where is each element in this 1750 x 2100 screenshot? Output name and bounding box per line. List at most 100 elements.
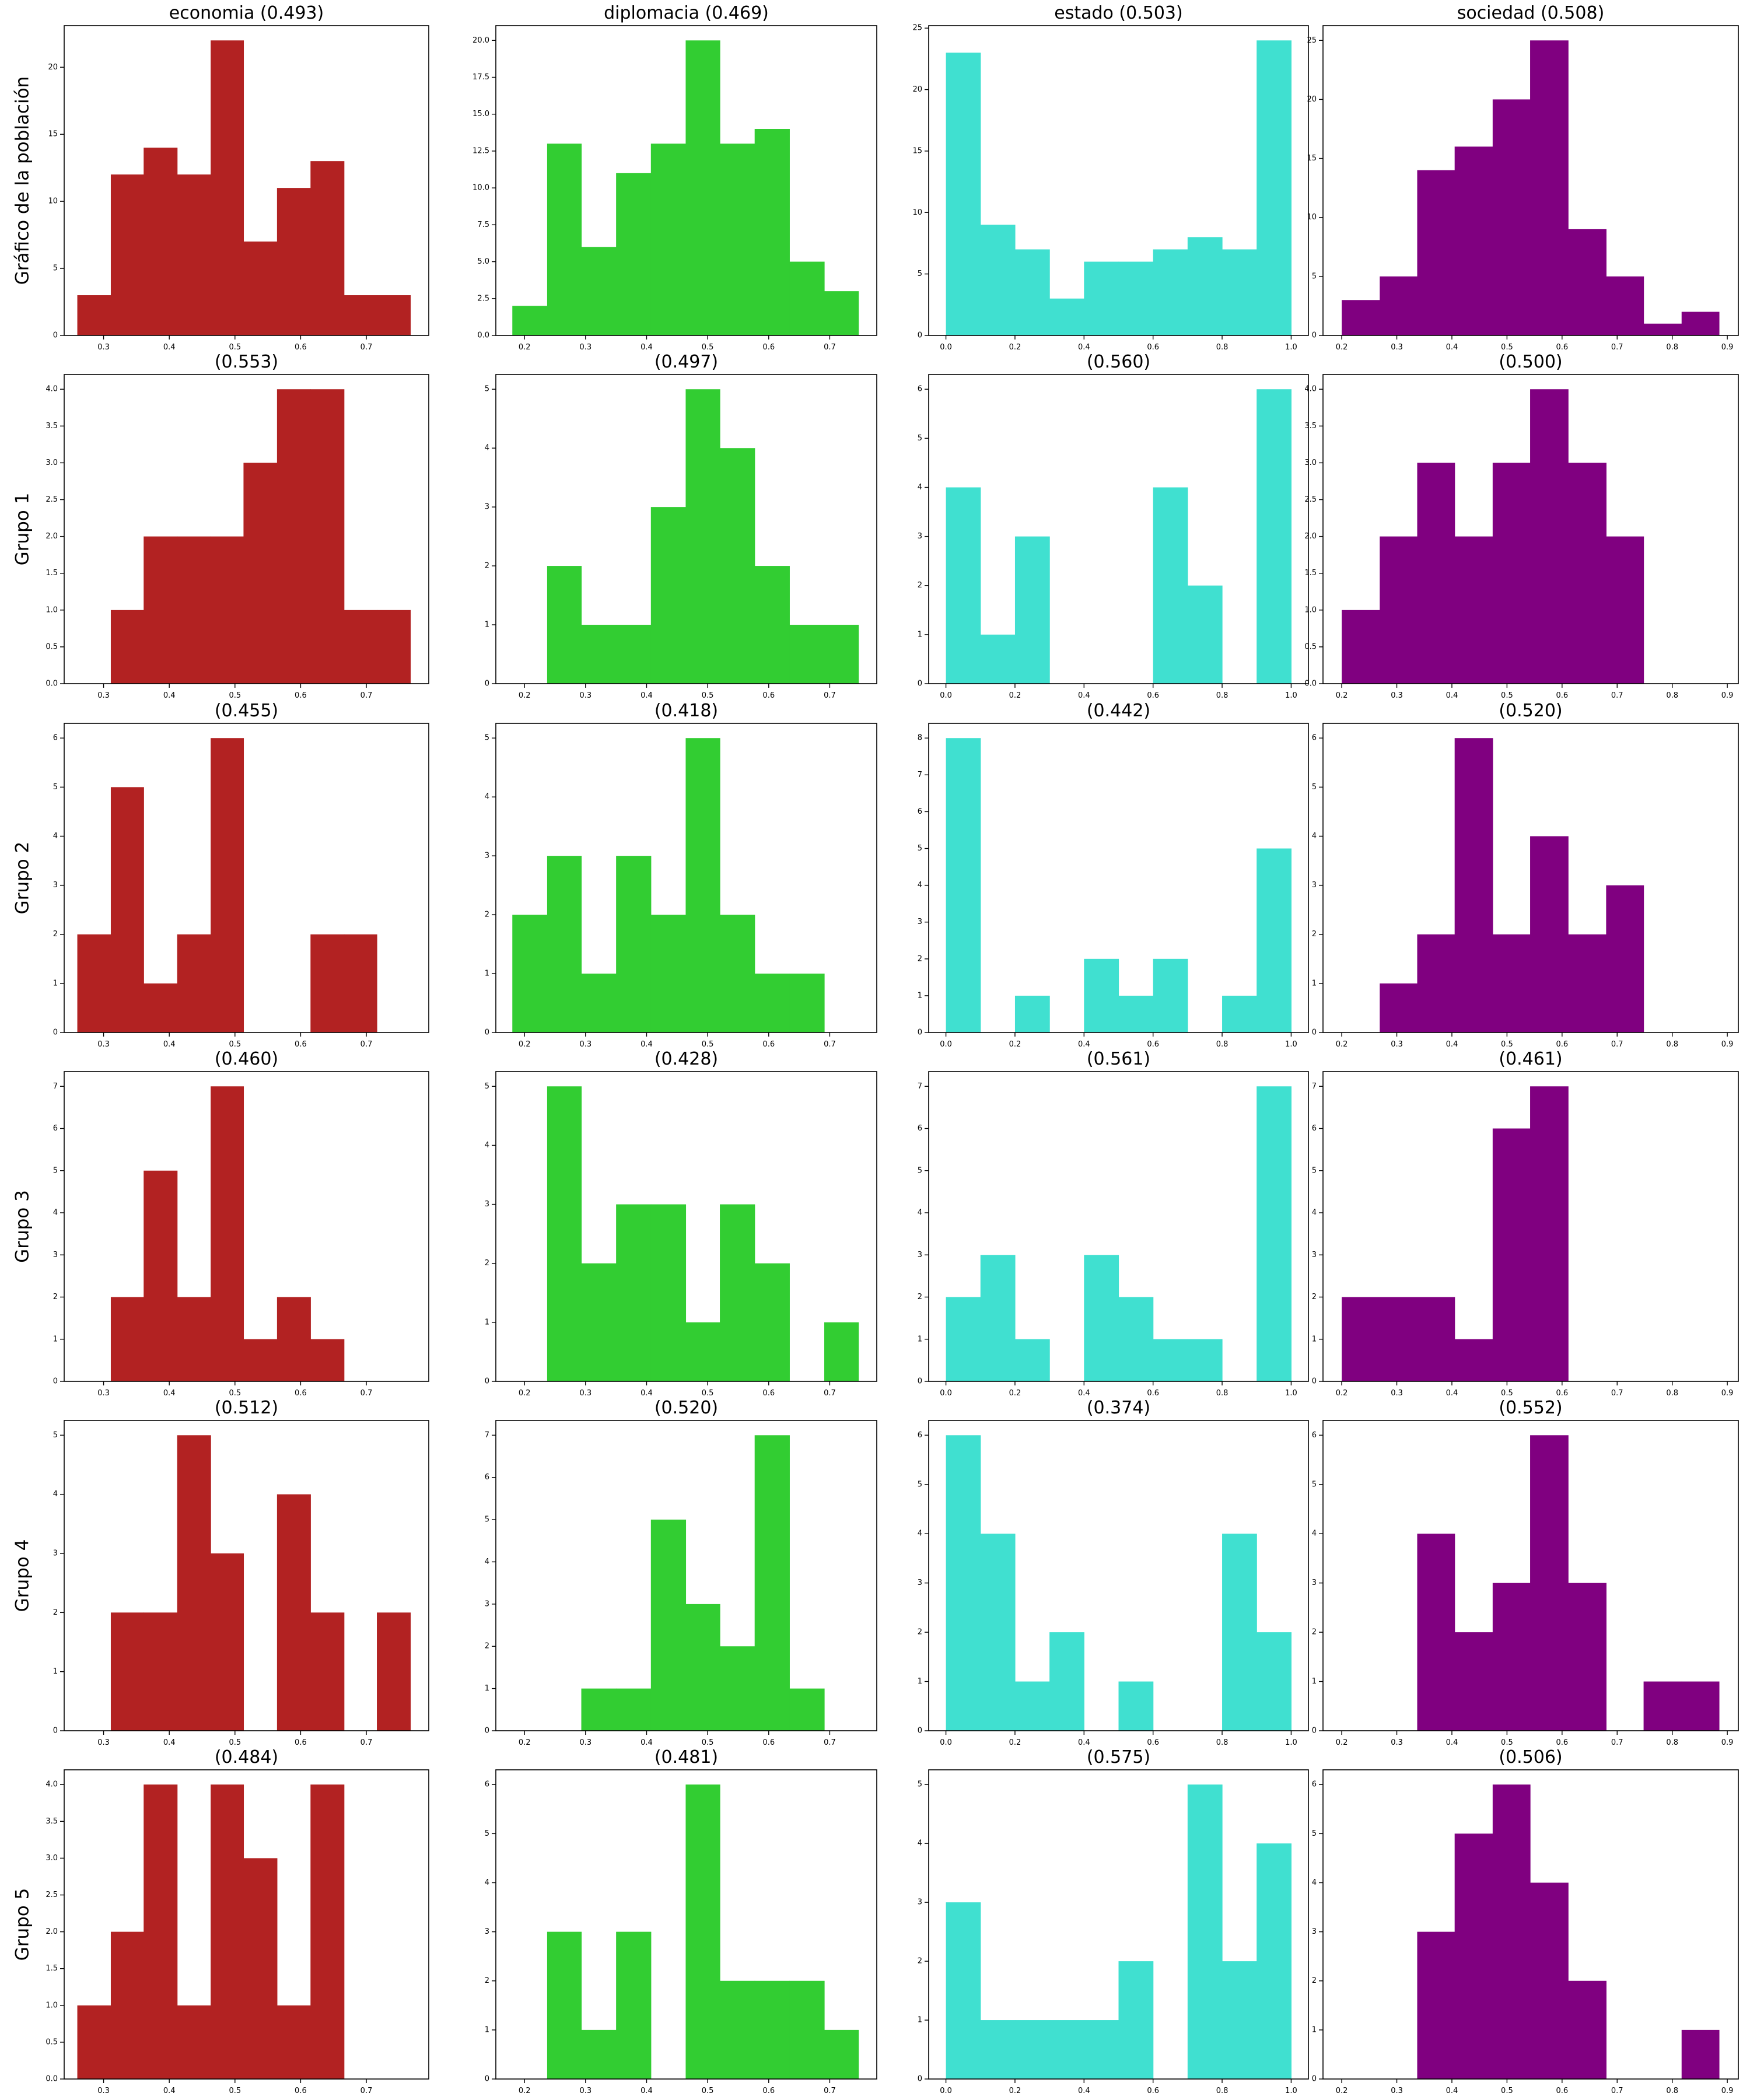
histogram-bar (547, 144, 582, 336)
x-tick-label: 0.5 (1501, 1040, 1513, 1049)
histogram-bar (1084, 958, 1119, 1032)
y-tick-label: 20 (48, 63, 58, 72)
y-tick-label: 0 (53, 1377, 58, 1386)
histogram-bar (1417, 463, 1455, 684)
histogram-bar (77, 934, 111, 1032)
panel-title: (0.484) (215, 1747, 278, 1768)
histogram-bar (144, 1170, 178, 1381)
x-tick-label: 0.7 (360, 691, 373, 700)
x-tick-label: 0.5 (229, 343, 241, 352)
axes-frame (1322, 723, 1739, 1033)
row-label: Grupo 5 (12, 1888, 33, 1961)
histogram-bar (276, 1297, 311, 1381)
row-label: Grupo 1 (12, 493, 33, 566)
y-tick-label: 4 (53, 1209, 58, 1217)
histogram-bar (344, 934, 377, 1032)
x-tick-label: 1.0 (1285, 343, 1297, 352)
histogram-bar (754, 566, 790, 684)
x-tick-label: 0.6 (1147, 1738, 1159, 1747)
y-tick-label: 20 (912, 85, 922, 94)
y-tick-label: 0 (485, 1727, 489, 1735)
x-tick-label: 0.3 (579, 1040, 592, 1049)
histogram-bar (1492, 463, 1531, 684)
histogram-bar (1049, 2020, 1084, 2079)
histogram-bar (1256, 40, 1292, 336)
histogram-bar (1256, 389, 1292, 684)
x-tick-label: 0.8 (1666, 2087, 1678, 2095)
y-tick-label: 7 (53, 1082, 58, 1091)
histogram-bar (616, 856, 652, 1032)
x-tick-label: 0.6 (762, 1389, 775, 1398)
y-tick-label: 1.5 (46, 1964, 58, 1973)
y-tick-label: 2.5 (1304, 495, 1317, 504)
x-tick-label: 0.3 (1391, 2087, 1403, 2095)
y-tick-label: 0 (918, 1727, 922, 1735)
x-tick-label: 0.7 (360, 343, 373, 352)
histogram-bar (1643, 1681, 1682, 1731)
y-tick-label: 2 (485, 911, 489, 919)
histogram-bar (211, 536, 244, 684)
histogram-bar (789, 1980, 825, 2079)
y-tick-label: 2 (1312, 930, 1317, 939)
y-tick-label: 3 (485, 852, 489, 860)
y-tick-label: 2 (485, 1976, 489, 1985)
histogram-bar (1492, 1583, 1531, 1731)
y-tick-label: 4 (53, 1490, 58, 1499)
x-tick-label: 0.4 (1078, 343, 1090, 352)
x-tick-label: 1.0 (1285, 1389, 1297, 1398)
y-tick-label: 5 (485, 1829, 489, 1838)
axes-frame (64, 374, 429, 684)
y-tick-label: 0 (53, 331, 58, 340)
y-tick-label: 17.5 (473, 73, 489, 82)
x-tick-label: 0.4 (163, 691, 176, 700)
x-tick-label: 0.4 (163, 343, 176, 352)
y-tick-label: 20 (1307, 95, 1317, 104)
x-tick-label: 0.5 (702, 1040, 714, 1049)
histogram-bar (581, 1263, 617, 1381)
histogram-bar (1187, 1339, 1223, 1381)
x-tick-label: 0.6 (762, 2087, 775, 2095)
y-tick-label: 3 (918, 918, 922, 926)
x-tick-label: 0.4 (1078, 1738, 1090, 1747)
histogram-bar (211, 1553, 244, 1731)
histogram-panel: (0.520) 0 1 2 3 4 5 6 0.2 0.3 0.4 0.5 0.6 0.7 0.8 0.9 (1312, 701, 1739, 1049)
histogram-bar (1014, 1681, 1050, 1731)
y-tick-label: 0 (485, 1377, 489, 1386)
histogram-bar (1118, 1297, 1154, 1381)
y-tick-label: 2 (485, 1642, 489, 1651)
x-tick-label: 0.8 (1216, 1389, 1228, 1398)
x-tick-label: 0.3 (1391, 1738, 1403, 1747)
y-tick-label: 2 (53, 1608, 58, 1617)
x-tick-label: 0.7 (1611, 343, 1623, 352)
histogram-bar (1417, 170, 1455, 335)
x-tick-label: 0.8 (1216, 2087, 1228, 2095)
histogram-bar (310, 934, 345, 1032)
y-tick-label: 0 (1312, 2075, 1317, 2084)
y-tick-label: 5 (1312, 272, 1317, 281)
histogram-bar (616, 1931, 652, 2079)
y-tick-label: 2 (1312, 1976, 1317, 1985)
histogram-bar (110, 1931, 144, 2079)
histogram-bar (1454, 1833, 1493, 2079)
histogram-panel: (0.561) 0 1 2 3 4 5 6 7 0.0 0.2 0.4 0.6 0.8 1.0 (918, 1049, 1309, 1398)
histogram-bar (1530, 40, 1569, 336)
histogram-bar (110, 174, 144, 335)
histogram-bar (1530, 1435, 1569, 1731)
panel-title: (0.520) (654, 1398, 718, 1418)
y-tick-label: 2 (1312, 1293, 1317, 1301)
histogram-bar (1014, 995, 1050, 1032)
histogram-bar (754, 974, 790, 1032)
histogram-bar (377, 295, 411, 335)
histogram-bar (310, 1612, 345, 1731)
y-tick-label: 15 (48, 130, 58, 139)
histogram-bar (720, 144, 755, 336)
histogram-bar (754, 1435, 790, 1731)
x-tick-label: 0.5 (1501, 1738, 1513, 1747)
histogram-bar (1049, 1632, 1084, 1731)
y-tick-label: 6 (485, 1780, 489, 1789)
histogram-bar (1606, 536, 1644, 684)
x-tick-label: 0.6 (1147, 691, 1159, 700)
y-tick-label: 20.0 (473, 36, 489, 45)
x-tick-label: 0.2 (519, 343, 531, 352)
y-tick-label: 0.0 (1304, 680, 1317, 688)
